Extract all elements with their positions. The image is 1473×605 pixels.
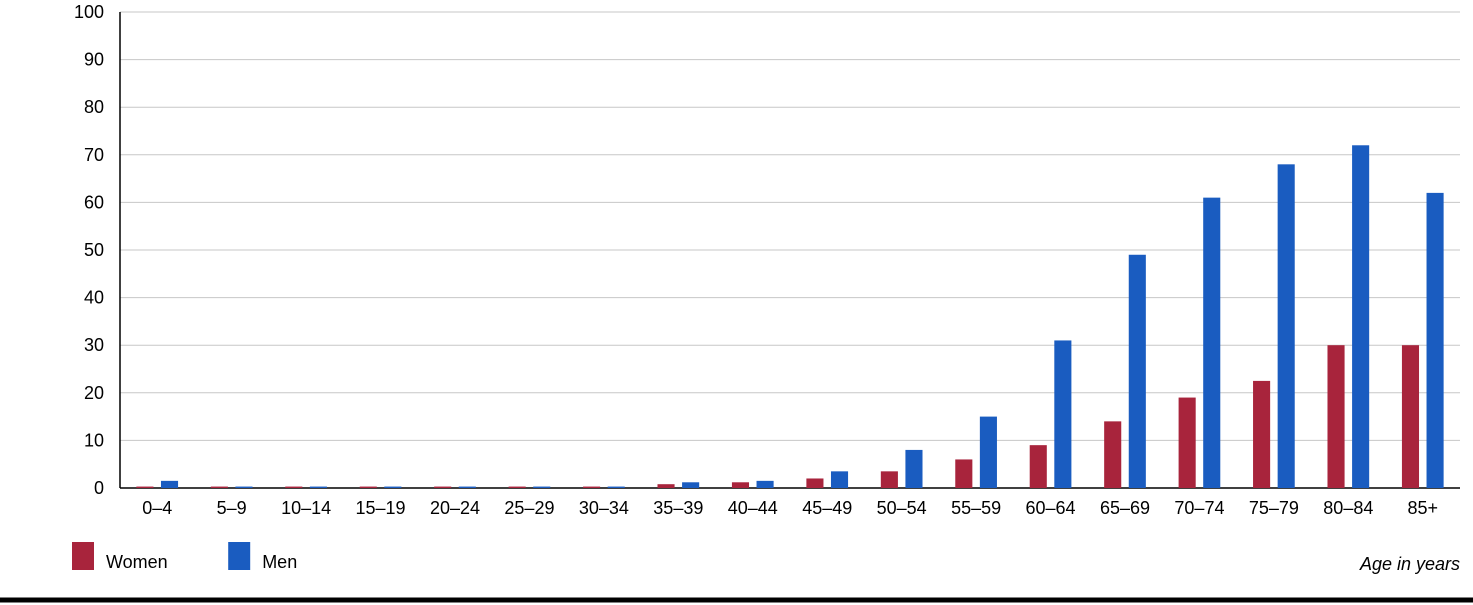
bar-men: [1427, 193, 1444, 488]
x-tick-label: 70–74: [1174, 498, 1224, 518]
bar-men: [608, 487, 625, 488]
bar-women: [806, 478, 823, 488]
bar-women: [509, 487, 526, 488]
x-tick-label: 0–4: [142, 498, 172, 518]
bar-women: [360, 487, 377, 488]
y-tick-label: 70: [84, 145, 104, 165]
bar-women: [657, 484, 674, 488]
bar-women: [434, 487, 451, 488]
bar-men: [384, 487, 401, 488]
y-tick-label: 10: [84, 430, 104, 450]
x-tick-label: 85+: [1408, 498, 1439, 518]
legend-label: Women: [106, 552, 168, 572]
bar-men: [161, 481, 178, 488]
y-tick-label: 0: [94, 478, 104, 498]
y-tick-label: 40: [84, 288, 104, 308]
x-tick-label: 45–49: [802, 498, 852, 518]
x-tick-label: 50–54: [877, 498, 927, 518]
x-tick-label: 10–14: [281, 498, 331, 518]
y-tick-label: 20: [84, 383, 104, 403]
x-tick-label: 60–64: [1026, 498, 1076, 518]
bar-women: [1253, 381, 1270, 488]
legend-swatch: [228, 542, 250, 570]
legend-swatch: [72, 542, 94, 570]
bar-women: [136, 487, 153, 488]
y-tick-label: 50: [84, 240, 104, 260]
bar-men: [682, 482, 699, 488]
bar-men: [1129, 255, 1146, 488]
bar-men: [980, 417, 997, 488]
x-tick-label: 30–34: [579, 498, 629, 518]
x-tick-label: 40–44: [728, 498, 778, 518]
x-tick-label: 55–59: [951, 498, 1001, 518]
y-tick-label: 90: [84, 50, 104, 70]
bar-men: [757, 481, 774, 488]
legend-label: Men: [262, 552, 297, 572]
bar-men: [905, 450, 922, 488]
bar-men: [1054, 340, 1071, 488]
bar-women: [285, 487, 302, 488]
y-tick-label: 80: [84, 97, 104, 117]
x-tick-label: 25–29: [504, 498, 554, 518]
x-tick-label: 15–19: [356, 498, 406, 518]
x-axis-caption: Age in years: [1359, 554, 1460, 574]
bar-women: [1030, 445, 1047, 488]
bar-men: [533, 487, 550, 488]
bar-men: [1352, 145, 1369, 488]
bar-women: [1179, 398, 1196, 488]
age-distribution-chart: 0 10 20 30 40 50 60 70 80 90 100 0–4 5–9 10–14 15–19 20…: [0, 0, 1473, 605]
x-tick-label: 80–84: [1323, 498, 1373, 518]
bar-men: [1203, 198, 1220, 488]
x-tick-label: 75–79: [1249, 498, 1299, 518]
bar-women: [1402, 345, 1419, 488]
bar-women: [732, 482, 749, 488]
bar-women: [1104, 421, 1121, 488]
y-tick-label: 60: [84, 192, 104, 212]
bar-women: [881, 471, 898, 488]
y-tick-label: 100: [74, 2, 104, 22]
bar-men: [310, 487, 327, 488]
bar-men: [459, 487, 476, 488]
x-tick-label: 35–39: [653, 498, 703, 518]
bar-women: [1327, 345, 1344, 488]
bar-men: [831, 471, 848, 488]
y-tick-label: 30: [84, 335, 104, 355]
bar-women: [211, 487, 228, 488]
bar-women: [583, 487, 600, 488]
bar-men: [235, 487, 252, 488]
x-tick-label: 65–69: [1100, 498, 1150, 518]
x-tick-label: 5–9: [217, 498, 247, 518]
bar-women: [955, 459, 972, 488]
x-tick-label: 20–24: [430, 498, 480, 518]
bar-men: [1278, 164, 1295, 488]
